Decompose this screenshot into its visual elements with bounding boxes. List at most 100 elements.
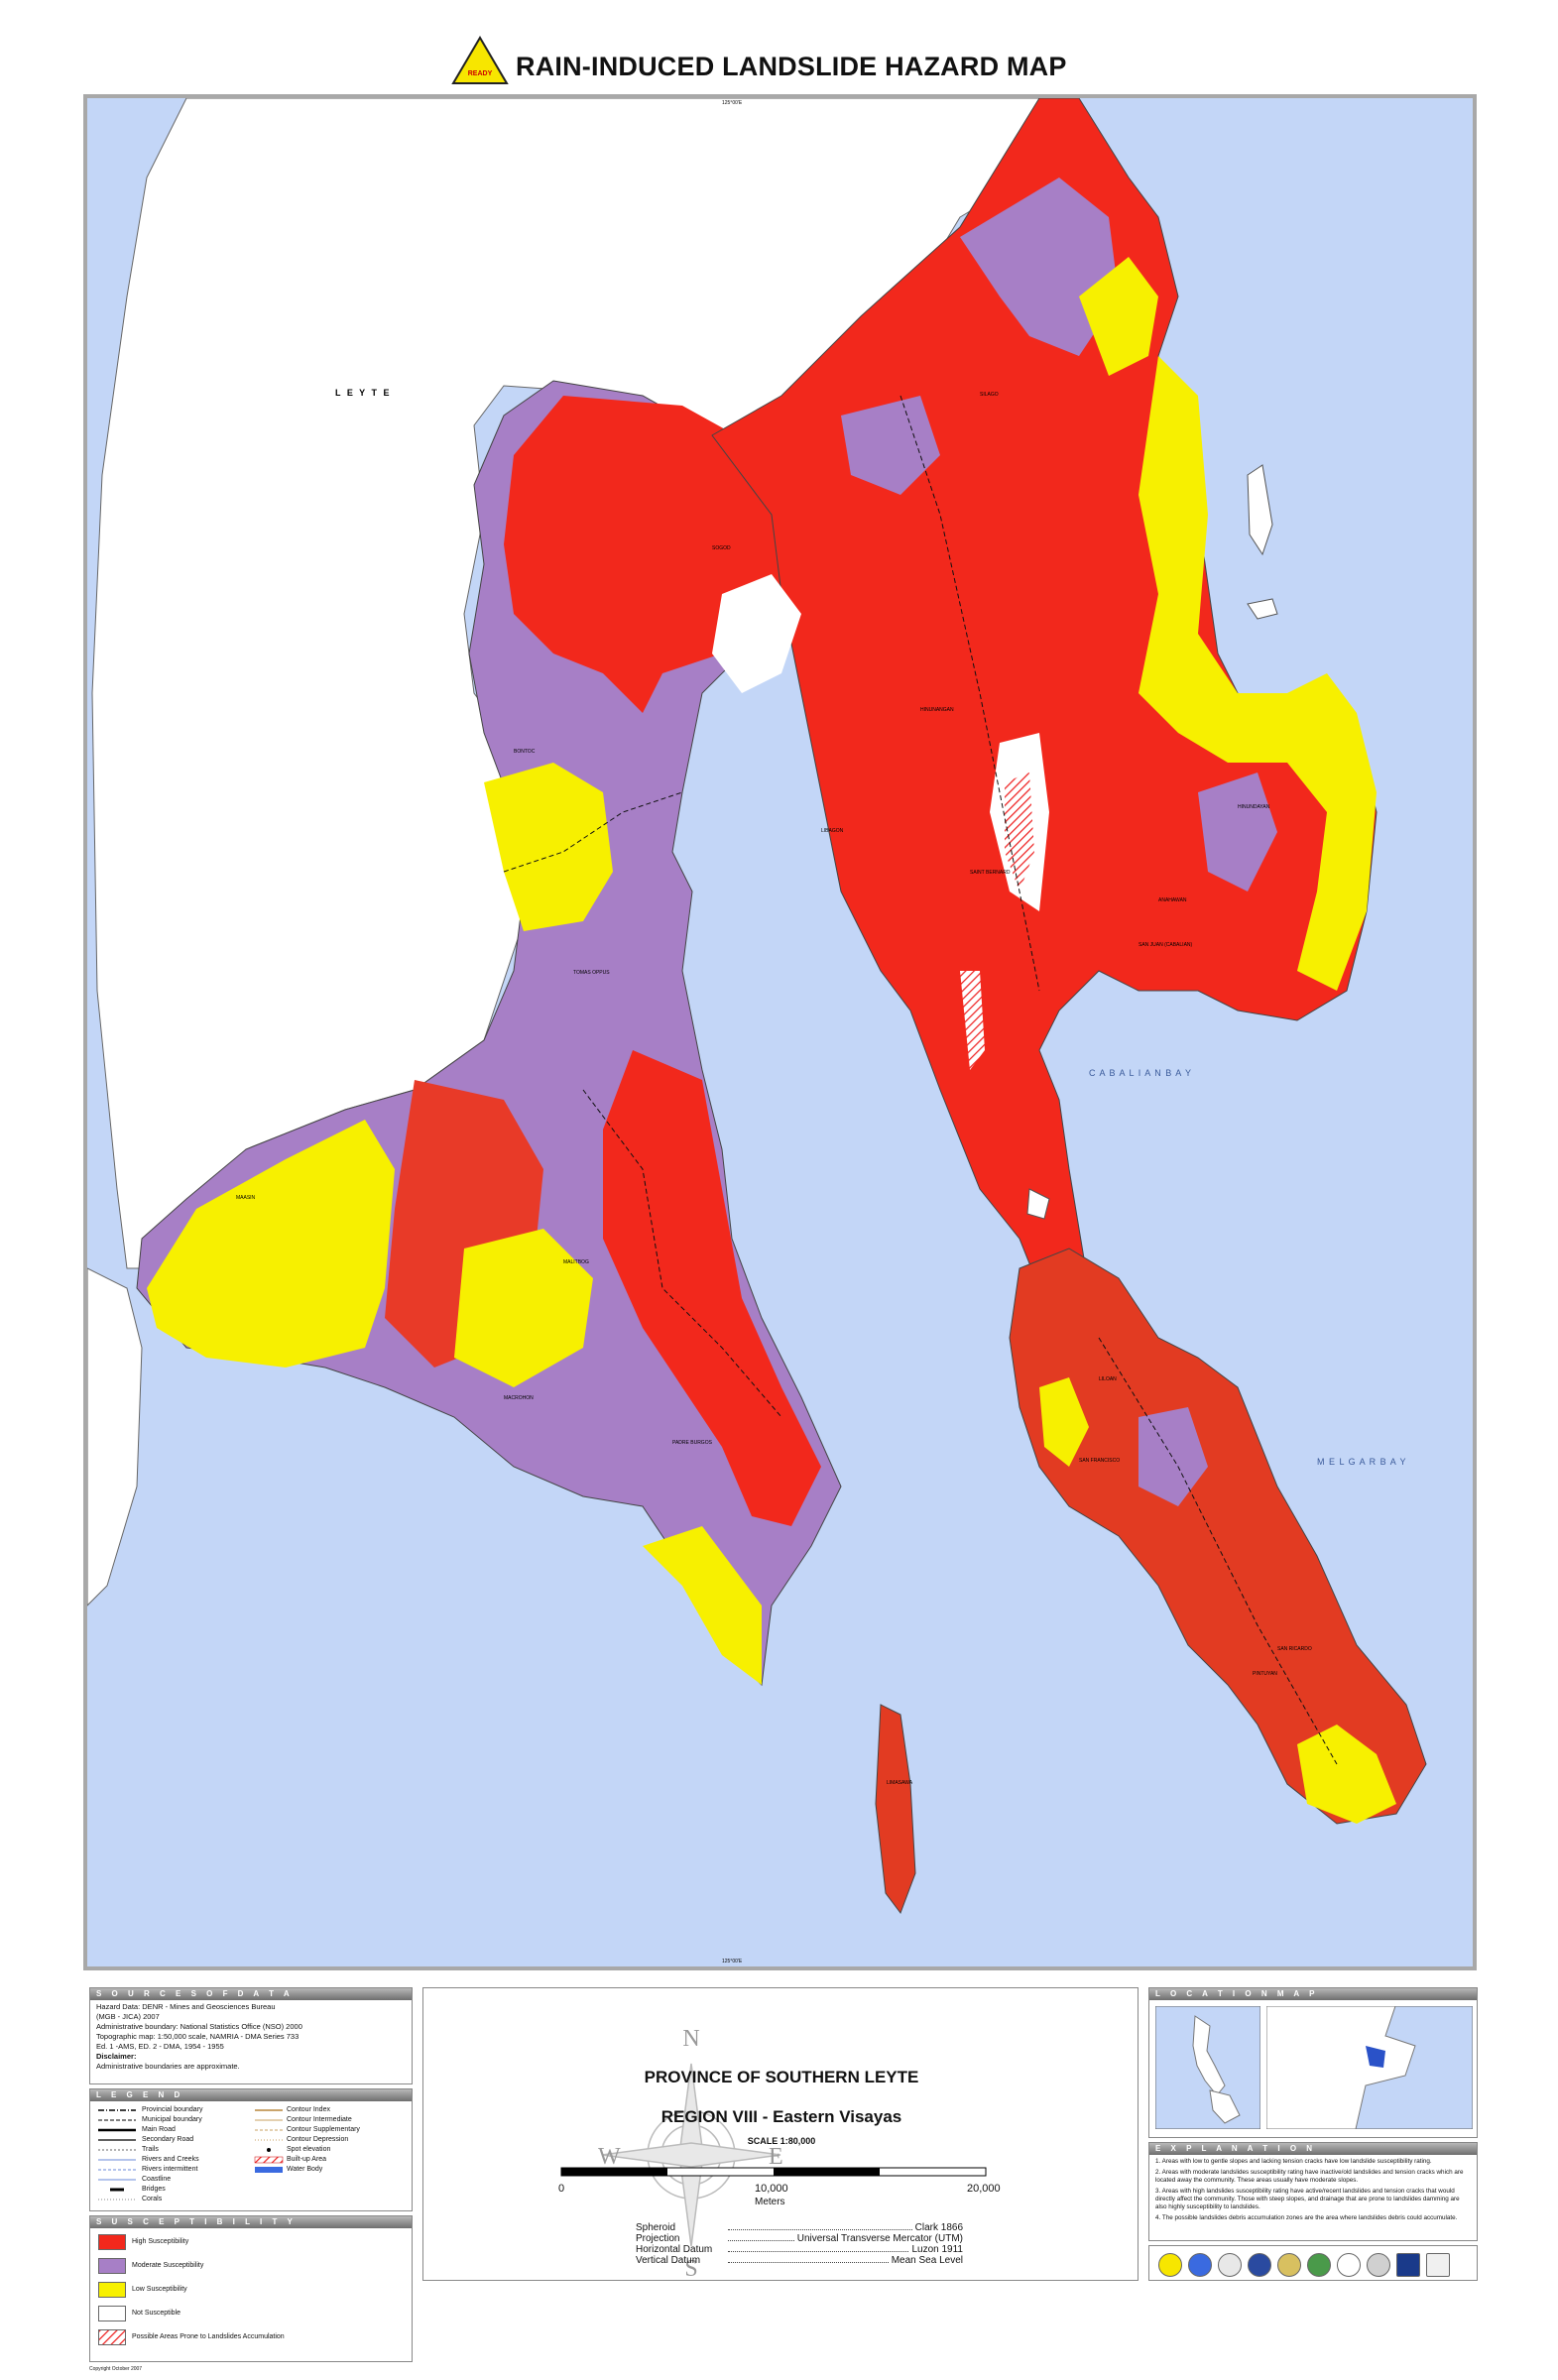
municipal-boundary-3 <box>899 395 1040 992</box>
scale-label-20000: 20,000 <box>967 2183 1001 2195</box>
sources-heading: S O U R C E S O F D A T A <box>90 1988 412 2000</box>
not-susceptible-label: Not Susceptible <box>132 2310 181 2317</box>
grid-label-bottom: 125°00'E <box>722 1959 743 1964</box>
west-low-zone-2 <box>484 763 613 931</box>
leyte-coast-strip <box>87 1267 143 1606</box>
label-maasin: MAASIN <box>236 1195 256 1201</box>
moderate-swatch <box>98 2258 126 2274</box>
low-swatch <box>98 2282 126 2298</box>
east-valley <box>712 574 801 693</box>
ready-logo-icon <box>1158 2253 1182 2277</box>
legend-item: Municipal boundary <box>142 2116 202 2123</box>
accumulation-label: Possible Areas Prone to Landslides Accum… <box>132 2333 285 2340</box>
municipal-boundary-4 <box>1098 1337 1338 1765</box>
high-label: High Susceptibility <box>132 2238 189 2245</box>
limasawa-island <box>875 1704 916 1915</box>
explanation-item: 4. The possible landslides debris accumu… <box>1155 2214 1458 2221</box>
label-macrohon: MACROHON <box>504 1395 534 1401</box>
scale-label-0: 0 <box>558 2183 565 2195</box>
low-label: Low Susceptibility <box>132 2286 187 2293</box>
explanation-item: 1. Areas with low to gentle slopes and l… <box>1155 2158 1432 2165</box>
compass-n: N <box>682 2026 699 2052</box>
label-sogod: SOGOD <box>712 545 731 551</box>
label-san-francisco: SAN FRANCISCO <box>1079 1458 1120 1464</box>
label-hinunangan: HINUNANGAN <box>920 707 954 713</box>
region-inset-map <box>1266 2006 1473 2129</box>
west-low-zone-4 <box>643 1526 762 1685</box>
spec-label: Projection <box>636 2233 680 2244</box>
label-tomas-oppus: TOMAS OPPUS <box>573 970 610 976</box>
ready-badge-icon: READY <box>451 36 509 84</box>
label-saint-bernard: SAINT BERNARD <box>970 870 1011 876</box>
spec-value: Luzon 1911 <box>911 2244 963 2255</box>
label-anahawan: ANAHAWAN <box>1158 897 1187 903</box>
legend-item: Water Body <box>287 2166 323 2173</box>
spec-row: Horizontal Datum Luzon 1911 <box>636 2244 963 2255</box>
susceptibility-panel: S U S C E P T I B I L I T Y High Suscept… <box>89 2215 413 2362</box>
source-line: Administrative boundary: National Statis… <box>96 2022 302 2031</box>
title-panel: N S W E PROVINCE OF SOUTHERN LEYTE REGIO… <box>422 1987 1139 2282</box>
explanation-item: 2. Areas with moderate landslides suscep… <box>1155 2169 1464 2184</box>
agency-logo-icon <box>1188 2253 1212 2277</box>
legend-item: Provincial boundary <box>142 2106 203 2113</box>
map-scale: SCALE 1:80,000 <box>747 2136 816 2146</box>
legend-item: Rivers and Creeks <box>142 2156 199 2163</box>
west-low-zone <box>147 1120 395 1368</box>
municipal-boundary <box>503 791 683 873</box>
source-line: Topographic map: 1:50,000 scale, NAMRIA … <box>96 2032 300 2041</box>
bay-island <box>1026 1188 1050 1220</box>
accumulation-swatch <box>98 2329 126 2345</box>
spec-row: Vertical Datum Mean Sea Level <box>636 2255 963 2266</box>
legend-heading: L E G E N D <box>90 2089 412 2101</box>
source-line: Hazard Data: DENR - Mines and Geoscience… <box>96 2002 276 2011</box>
label-padre-burgos: PADRE BURGOS <box>672 1440 713 1446</box>
hazard-map[interactable]: L E Y T E C A B A L I A N B A Y M E L G … <box>87 98 1473 1966</box>
compass-w: W <box>598 2144 621 2170</box>
explanation-item: 3. Areas with high landslides susceptibi… <box>1155 2188 1460 2210</box>
agency-logo-icon <box>1337 2253 1361 2277</box>
source-line: (MGB - JICA) 2007 <box>96 2012 160 2021</box>
philippines-inset-map <box>1155 2006 1260 2129</box>
legend-item: Rivers intermittent <box>142 2166 198 2173</box>
label-silago: SILAGO <box>980 392 999 398</box>
disclaimer-text: Administrative boundaries are approximat… <box>96 2062 240 2071</box>
high-swatch <box>98 2234 126 2250</box>
west-low-zone-3 <box>454 1229 593 1387</box>
location-map-panel: L O C A T I O N M A P <box>1148 1987 1478 2138</box>
label-liloan: LILOAN <box>1099 1376 1117 1382</box>
southeast-moderate-zone <box>1139 1407 1208 1506</box>
province-name: PROVINCE OF SOUTHERN LEYTE <box>644 2068 919 2086</box>
legend-item: Built-up Area <box>287 2156 327 2163</box>
legend-item: Bridges <box>142 2186 166 2193</box>
badge-text: READY <box>468 70 493 77</box>
label-san-juan: SAN JUAN (CABALIAN) <box>1139 942 1193 948</box>
spec-row: Spheroid Clark 1866 <box>636 2222 963 2233</box>
source-line: Ed. 1 -AMS, ED. 2 - DMA, 1954 - 1955 <box>96 2042 224 2051</box>
legend-line-symbols <box>98 2109 136 2201</box>
label-melgar-bay: M E L G A R B A Y <box>1317 1457 1407 1467</box>
compass-rose-icon: N S W E <box>598 2026 783 2282</box>
spec-label: Spheroid <box>636 2222 676 2233</box>
legend-item: Trails <box>142 2146 159 2153</box>
southeast-low-zone-2 <box>1039 1377 1089 1467</box>
west-high-zone-2 <box>603 1050 821 1526</box>
undp-logo-icon <box>1396 2253 1420 2277</box>
legend-item: Corals <box>142 2196 163 2202</box>
southeast-lobe[interactable] <box>1009 1248 1427 1825</box>
title-bar: READY <box>0 36 1558 97</box>
east-low-north <box>1079 257 1158 376</box>
legend-item: Main Road <box>142 2126 176 2133</box>
label-hinundayan: HINUNDAYAN <box>1238 804 1270 810</box>
legend-item: Contour Supplementary <box>287 2126 360 2133</box>
spec-value: Clark 1866 <box>914 2222 963 2233</box>
label-malitbog: MALITBOG <box>563 1259 589 1265</box>
label-libagon: LIBAGON <box>821 828 844 834</box>
east-moderate-patch-3 <box>1198 773 1277 892</box>
spec-row: Projection Universal Transverse Mercator … <box>636 2233 963 2244</box>
small-island-east <box>1247 464 1273 556</box>
scale-unit: Meters <box>755 2197 785 2207</box>
east-moderate-patch-2 <box>841 396 940 495</box>
spec-label: Horizontal Datum <box>636 2244 713 2255</box>
spec-list: Spheroid Clark 1866 Projection Universal T… <box>636 2222 963 2266</box>
legend-item: Secondary Road <box>142 2136 194 2143</box>
